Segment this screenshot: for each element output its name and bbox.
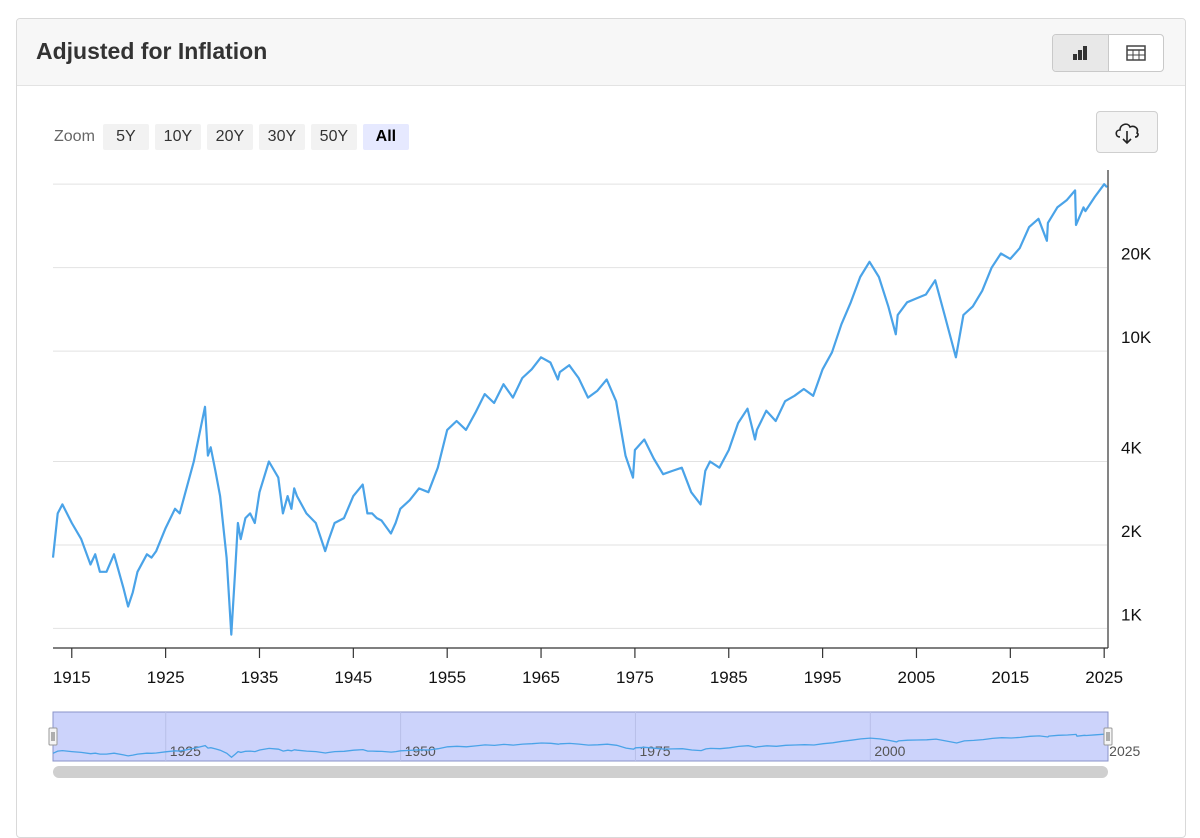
view-toggle xyxy=(1052,34,1164,72)
table-icon xyxy=(1126,45,1146,61)
x-tick-label: 1975 xyxy=(616,668,654,687)
navigator-label: 2000 xyxy=(874,743,905,759)
card-header: Adjusted for Inflation xyxy=(17,19,1185,86)
zoom-50y-button[interactable]: 50Y xyxy=(310,124,357,150)
navigator-series-line xyxy=(52,733,1109,759)
navigator-scrollbar[interactable] xyxy=(53,766,1108,778)
x-tick-label: 1955 xyxy=(428,668,466,687)
y-tick-label: 2K xyxy=(1121,522,1142,541)
navigator[interactable]: 1925 1950 1975 2000 2025 xyxy=(48,711,1141,778)
cloud-download-icon xyxy=(1115,123,1139,145)
zoom-30y-button[interactable]: 30Y xyxy=(258,124,305,150)
chart-view-button[interactable] xyxy=(1053,35,1109,71)
chart-title: Adjusted for Inflation xyxy=(36,38,268,64)
chart-card: Adjusted for Inflation Zoom xyxy=(16,18,1186,838)
zoom-controls: Zoom 5Y 10Y 20Y 30Y 50Y All xyxy=(54,124,415,150)
x-tick-label: 1985 xyxy=(710,668,748,687)
navigator-label: 2025 xyxy=(1109,743,1140,759)
x-tick-label: 2005 xyxy=(898,668,936,687)
download-button[interactable] xyxy=(1096,111,1158,153)
table-view-button[interactable] xyxy=(1109,35,1164,71)
navigator-left-handle[interactable] xyxy=(48,727,58,746)
zoom-10y-button[interactable]: 10Y xyxy=(154,124,201,150)
navigator-label: 1925 xyxy=(170,743,201,759)
navigator-right-handle[interactable] xyxy=(1103,727,1113,746)
x-tick-label: 1915 xyxy=(53,668,91,687)
y-tick-label: 10K xyxy=(1121,328,1152,347)
x-tick-label: 1925 xyxy=(147,668,185,687)
series-line xyxy=(51,183,1108,636)
zoom-label: Zoom xyxy=(54,128,95,145)
x-tick-label: 1945 xyxy=(334,668,372,687)
navigator-selection[interactable] xyxy=(52,711,1109,762)
bar-chart-icon xyxy=(1073,46,1088,60)
x-tick-label: 1935 xyxy=(241,668,279,687)
x-tick-label: 2015 xyxy=(991,668,1029,687)
zoom-all-button[interactable]: All xyxy=(362,124,409,150)
chart-svg: 1K 2K 4K 10K 20K 1915 1925 1935 1945 1955 1965 197… xyxy=(48,170,1152,778)
zoom-5y-button[interactable]: 5Y xyxy=(102,124,149,150)
navigator-label: 1950 xyxy=(405,743,436,759)
x-tick-label: 1965 xyxy=(522,668,560,687)
zoom-20y-button[interactable]: 20Y xyxy=(206,124,253,150)
x-tick-label: 2025 xyxy=(1085,668,1123,687)
navigator-label: 1975 xyxy=(639,743,670,759)
x-tick-label: 1995 xyxy=(804,668,842,687)
y-tick-label: 4K xyxy=(1121,438,1142,457)
y-tick-label: 1K xyxy=(1121,605,1142,624)
y-tick-label: 20K xyxy=(1121,245,1152,264)
